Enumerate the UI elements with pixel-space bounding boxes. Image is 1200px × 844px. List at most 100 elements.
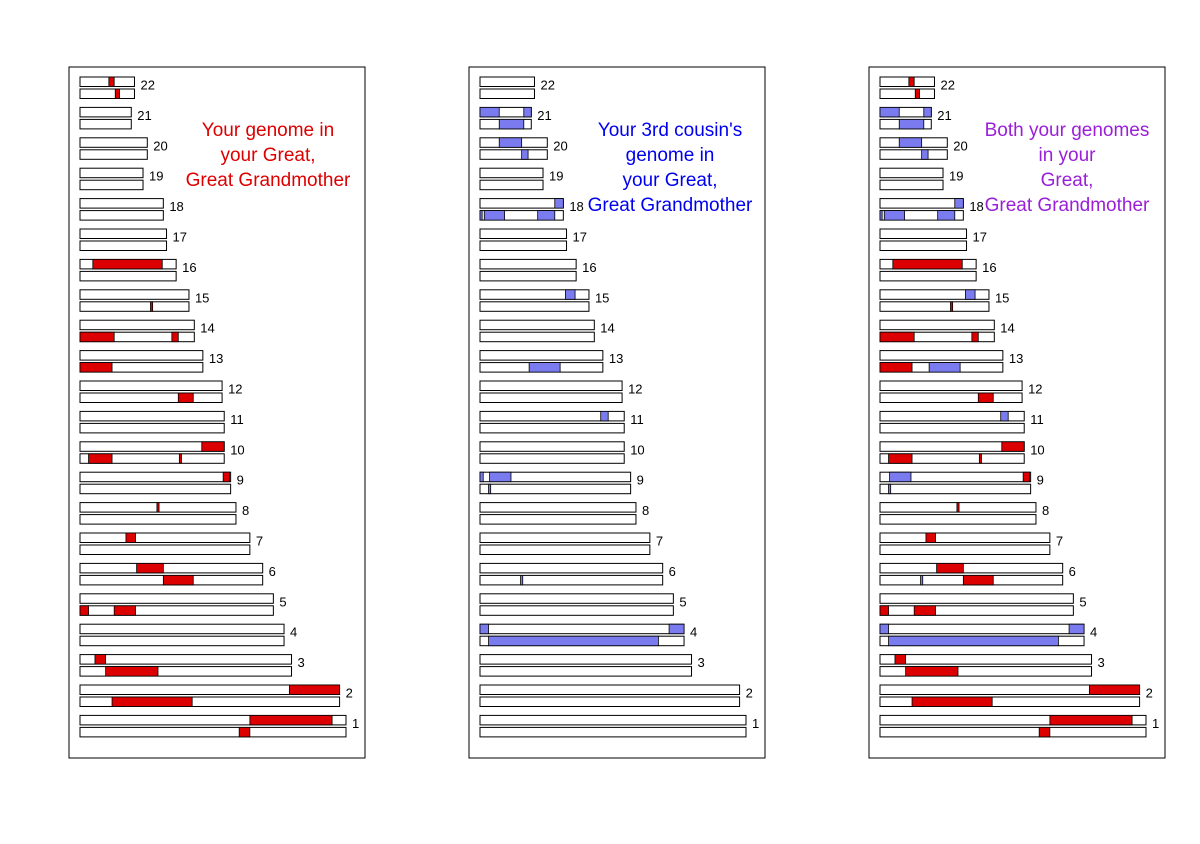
chromosome-label-8: 8 [1042, 503, 1049, 518]
chromosome-4: 4 [479, 623, 697, 647]
segment-blue-chr13-strand2 [928, 362, 961, 373]
chromosome-6-strand-1 [79, 562, 264, 574]
chromosome-9-strand-2 [879, 483, 1032, 495]
segment-red-chr7-strand1 [125, 532, 136, 543]
segment-blue-chr11-strand1 [1000, 410, 1009, 422]
chromosome-2: 2 [879, 684, 1153, 707]
chromosome-5: 5 [879, 593, 1087, 616]
segment-blue-chr4-strand1 [1068, 623, 1085, 635]
chromosome-11-strand-2 [479, 422, 625, 434]
chromosome-15-strand-2 [479, 301, 590, 312]
chromosome-8-strand-2 [79, 514, 237, 525]
panel-title-line-3: Great Grandmother [186, 170, 351, 191]
chromosome-22-strand-1 [879, 76, 935, 87]
segment-red-chr8-strand1 [156, 502, 160, 513]
panel-title-line-4: Great Grandmother [588, 195, 753, 216]
chromosome-10-strand-2 [879, 453, 1025, 464]
segment-red-chr10-strand2 [978, 453, 982, 464]
segment-red-chr10-strand2 [888, 453, 913, 464]
segment-red-chr22-strand2 [114, 88, 120, 99]
segment-red-chr22-strand2 [914, 88, 920, 99]
chromosome-label-5: 5 [679, 594, 686, 609]
segment-red-chr3-strand1 [94, 654, 107, 665]
segment-blue-chr4-strand2 [488, 635, 659, 647]
segment-blue-chr20-strand1 [498, 137, 523, 148]
chromosome-13-strand-1 [79, 350, 204, 361]
chromosome-18: 18 [879, 198, 984, 221]
chromosome-label-9: 9 [237, 473, 244, 488]
chromosome-label-21: 21 [537, 108, 551, 123]
chromosome-6-strand-1 [479, 562, 664, 574]
chromosome-label-4: 4 [690, 625, 697, 640]
chromosome-label-14: 14 [1000, 321, 1014, 336]
chromosome-label-8: 8 [242, 503, 249, 518]
segment-blue-chr9-strand1 [889, 471, 912, 483]
segment-red-chr22-strand1 [908, 76, 915, 87]
chromosome-label-1: 1 [1152, 716, 1159, 731]
segment-red-chr5-strand2 [113, 605, 136, 616]
chromosome-15-strand-1 [79, 289, 190, 300]
chromosome-11: 11 [479, 410, 644, 434]
segment-blue-chr9-strand1 [489, 471, 512, 483]
chromosome-14-strand-2 [479, 331, 595, 343]
segment-blue-chr20-strand2 [921, 149, 929, 160]
chromosome-1-strand-2 [479, 726, 747, 738]
chromosome-22-strand-1 [79, 76, 135, 87]
chromosome-16-strand-2 [79, 270, 177, 282]
chromosome-5: 5 [79, 593, 287, 616]
segment-red-chr14-strand2 [879, 331, 915, 343]
chromosome-12: 12 [79, 380, 243, 403]
chromosome-5-strand-1 [879, 593, 1074, 604]
chromosome-label-5: 5 [279, 594, 286, 609]
segment-blue-chr20-strand1 [898, 137, 923, 148]
chromosome-10: 10 [479, 441, 645, 464]
chromosome-22-strand-2 [79, 88, 135, 99]
chromosome-21: 21 [79, 106, 152, 130]
chromosome-11: 11 [879, 410, 1044, 434]
segment-blue-chr9-strand1 [479, 471, 484, 483]
chromosome-15-strand-1 [879, 289, 990, 300]
chromosome-5-strand-2 [479, 605, 674, 616]
chromosome-label-10: 10 [1030, 442, 1044, 457]
chromosome-21-strand-2 [79, 118, 132, 130]
segment-blue-chr21-strand1 [923, 107, 932, 118]
segment-blue-chr21-strand1 [879, 107, 900, 118]
chromosome-8-strand-1 [479, 502, 637, 513]
chromosome-label-2: 2 [1146, 686, 1153, 701]
segment-red-chr15-strand2 [950, 301, 954, 312]
chromosome-label-22: 22 [140, 78, 154, 93]
chromosome-13: 13 [479, 350, 623, 373]
chromosome-label-19: 19 [149, 169, 163, 184]
segment-blue-chr18-strand2 [937, 210, 956, 221]
chromosome-14-strand-1 [79, 319, 195, 331]
chromosome-label-16: 16 [582, 260, 596, 275]
chromosome-1: 1 [879, 714, 1159, 738]
chromosome-5-strand-1 [479, 593, 674, 604]
chromosome-5-strand-2 [79, 605, 274, 616]
chromosome-1-strand-2 [879, 726, 1147, 738]
chromosome-12-strand-2 [479, 392, 623, 403]
panel-title-line-3: Great, [1041, 170, 1094, 191]
segment-blue-chr18-strand2 [483, 210, 505, 221]
chromosome-18: 18 [479, 198, 584, 221]
chromosome-label-6: 6 [669, 564, 676, 579]
chromosome-21: 21 [479, 106, 552, 130]
chromosome-22: 22 [479, 76, 555, 99]
chromosome-label-4: 4 [290, 625, 297, 640]
segment-blue-chr21-strand2 [498, 119, 525, 130]
chromosome-4-strand-2 [79, 635, 285, 647]
segment-red-chr14-strand2 [971, 331, 979, 343]
segment-red-chr3-strand2 [905, 666, 959, 677]
chromosome-11: 11 [79, 410, 244, 434]
chromosome-11-strand-2 [79, 422, 225, 434]
segment-blue-chr18-strand2 [479, 210, 483, 221]
chromosome-9-strand-2 [79, 483, 232, 495]
chromosome-3-strand-1 [879, 654, 1093, 665]
segment-red-chr12-strand2 [977, 392, 994, 403]
chromosome-19-strand-1 [879, 167, 944, 179]
chromosome-19-strand-1 [79, 167, 144, 179]
chromosome-17-strand-1 [479, 228, 568, 239]
chromosome-label-20: 20 [553, 138, 567, 153]
segment-red-chr9-strand1 [222, 471, 230, 483]
chromosome-20-strand-2 [879, 149, 948, 160]
